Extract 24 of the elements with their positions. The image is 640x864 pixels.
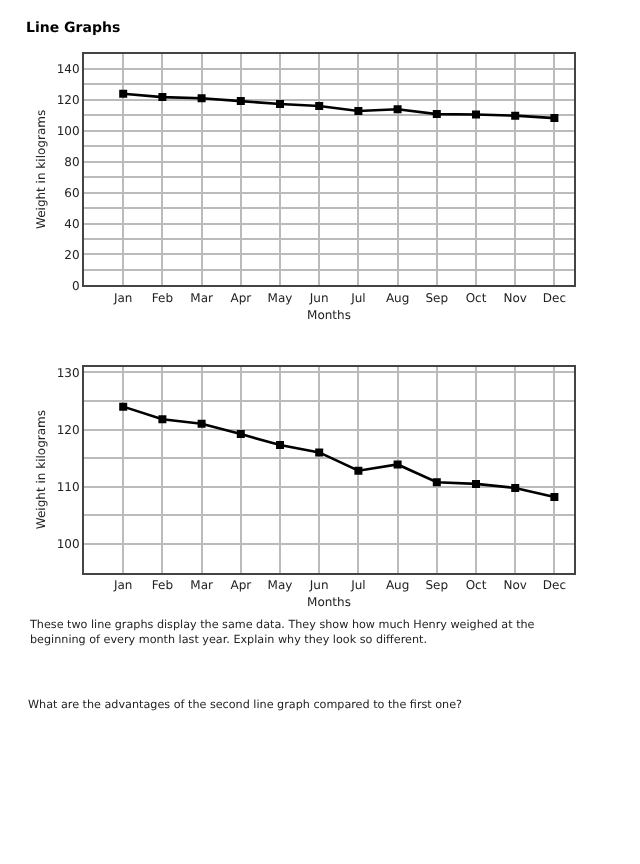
- point: [354, 107, 363, 115]
- point: [432, 110, 441, 119]
- point: [276, 440, 284, 449]
- point: [550, 114, 559, 123]
- point: [276, 100, 284, 109]
- point: [393, 105, 402, 114]
- point: [197, 94, 206, 103]
- point: [511, 111, 520, 120]
- point: [315, 102, 324, 111]
- point: [315, 448, 324, 457]
- point: [119, 402, 128, 411]
- point: [393, 460, 402, 469]
- point: [432, 478, 441, 487]
- point: [472, 110, 480, 119]
- point: [550, 493, 559, 502]
- point: [472, 479, 480, 488]
- point: [158, 415, 167, 424]
- point: [511, 483, 520, 492]
- point: [236, 430, 245, 439]
- point: [236, 97, 245, 106]
- point: [354, 466, 363, 475]
- point: [158, 93, 167, 102]
- point: [119, 89, 128, 98]
- point: [197, 419, 206, 428]
